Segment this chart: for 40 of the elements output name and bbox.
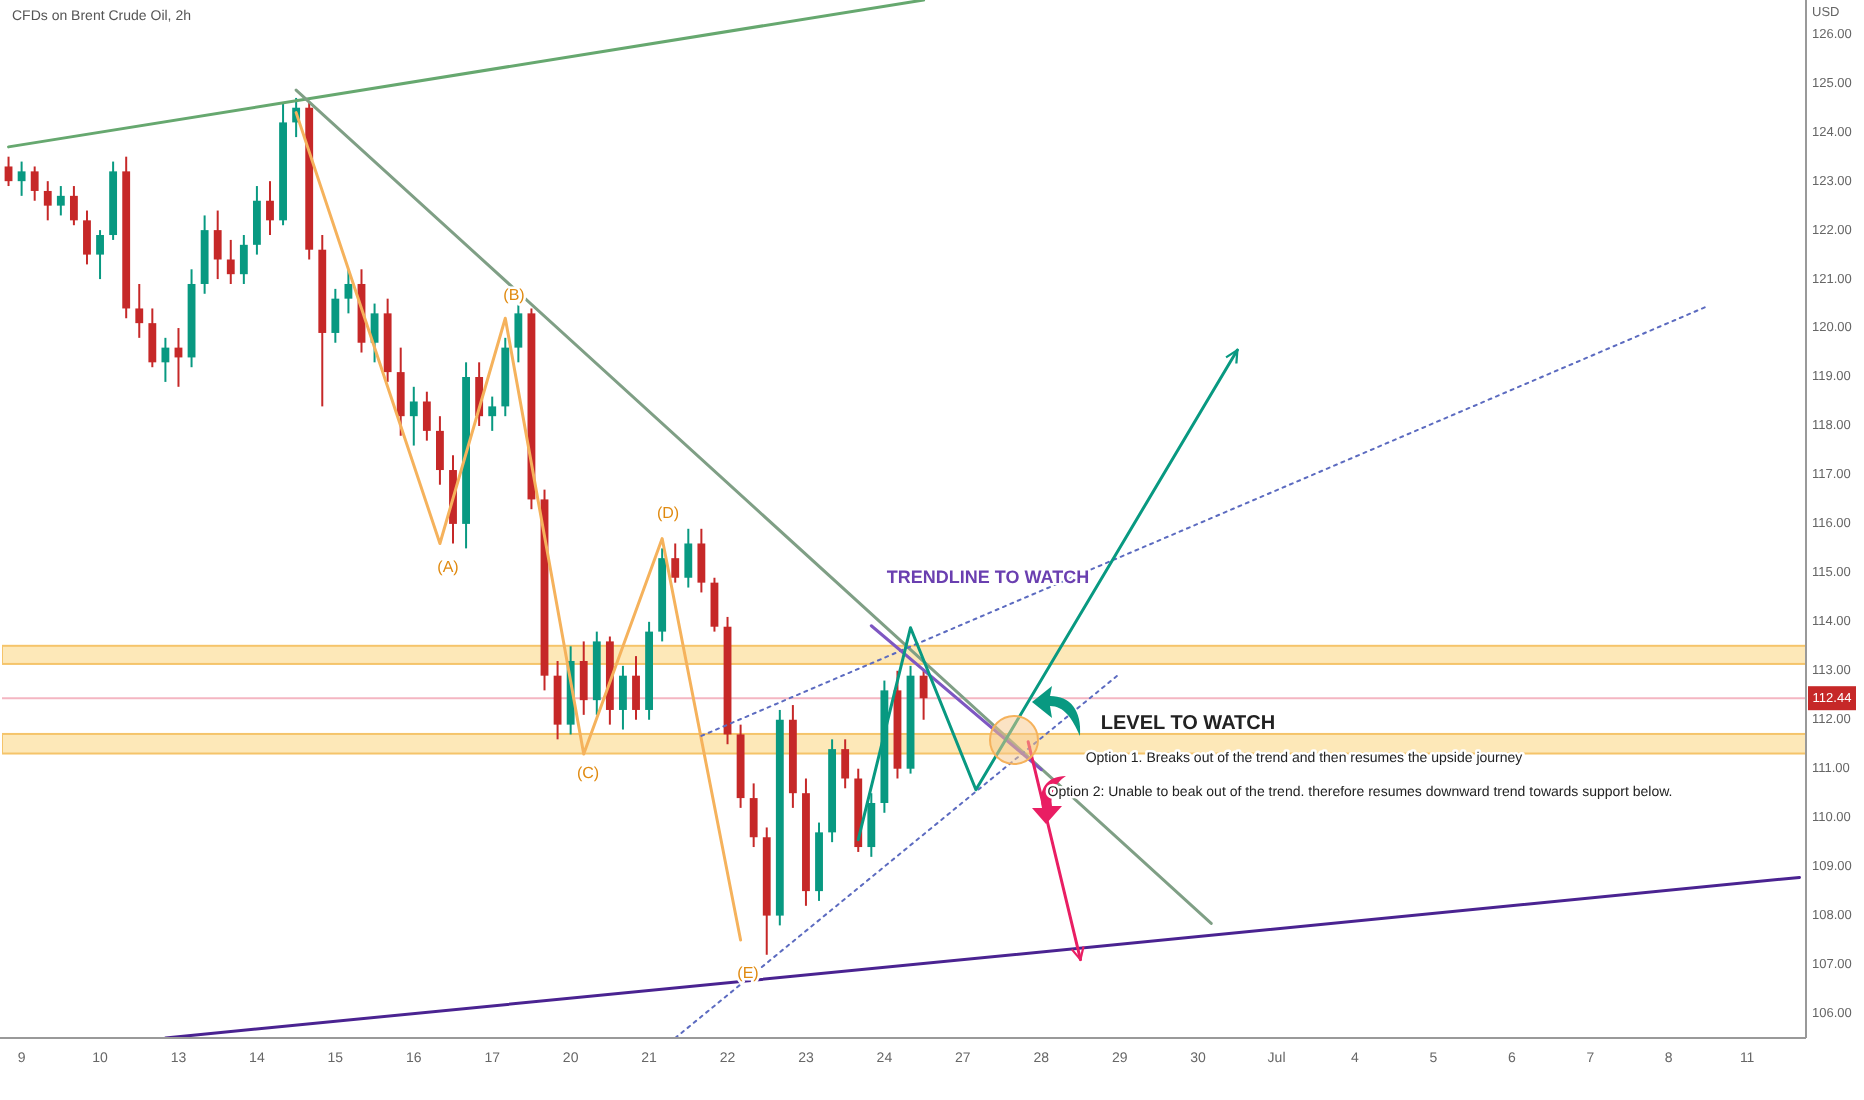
candlestick (226, 238, 235, 285)
candlestick (671, 542, 680, 584)
annotation: (B) (503, 286, 526, 305)
candlestick (841, 738, 850, 790)
candlestick (266, 180, 274, 237)
candlestick (632, 655, 640, 721)
candlestick (749, 782, 758, 849)
candlestick (135, 282, 144, 339)
candlestick (422, 390, 431, 442)
candlestick (396, 346, 405, 437)
candlestick (96, 229, 104, 281)
candlestick (17, 160, 26, 197)
annotation: TRENDLINE TO WATCH (886, 566, 1090, 587)
candlestick (409, 385, 418, 447)
candlestick (252, 185, 261, 256)
candlestick (436, 415, 444, 486)
candlestick (30, 165, 39, 202)
annotation: (A) (437, 558, 460, 577)
candlestick (4, 155, 13, 188)
candlestick (239, 234, 248, 285)
candlestick (684, 527, 693, 589)
candlestick (56, 185, 65, 217)
candlestick (579, 640, 588, 716)
candlestick (488, 395, 497, 432)
candlestick (919, 669, 928, 721)
candlestick (619, 664, 627, 731)
annotation: LEVEL TO WATCH (1100, 713, 1276, 736)
candlestick (213, 209, 222, 281)
candlestick (161, 336, 170, 383)
annotation: (E) (737, 964, 760, 983)
candlestick (69, 185, 78, 227)
annotation: (D) (656, 504, 680, 523)
candlestick (83, 209, 91, 266)
candlestick (514, 302, 523, 364)
candlestick (697, 527, 706, 594)
candlestick (344, 268, 353, 315)
annotation: (C) (576, 764, 600, 783)
candlestick (43, 180, 52, 222)
candlestick (148, 307, 157, 369)
candlestick (331, 287, 340, 344)
